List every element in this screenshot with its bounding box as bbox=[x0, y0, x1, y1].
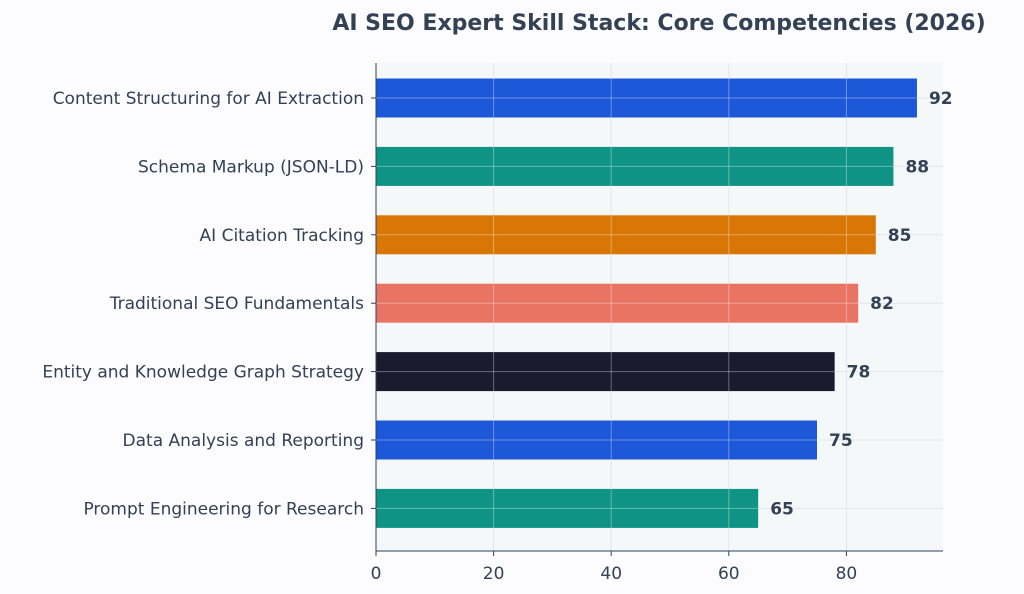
x-tick-label: 0 bbox=[371, 564, 382, 584]
x-tick-label: 40 bbox=[600, 564, 622, 584]
bar bbox=[376, 488, 759, 528]
category-label: Prompt Engineering for Research bbox=[83, 499, 364, 519]
category-label: Entity and Knowledge Graph Strategy bbox=[42, 363, 364, 383]
data-label: 92 bbox=[929, 89, 953, 109]
chart-title: AI SEO Expert Skill Stack: Core Competen… bbox=[332, 11, 985, 36]
bar-grid-overlay bbox=[376, 78, 917, 528]
category-label: Schema Markup (JSON-LD) bbox=[138, 157, 364, 177]
category-label: AI Citation Tracking bbox=[200, 226, 364, 246]
x-tick-label: 20 bbox=[483, 564, 505, 584]
bar bbox=[376, 352, 835, 392]
bar bbox=[376, 146, 894, 186]
data-label: 78 bbox=[847, 363, 871, 383]
category-label: Data Analysis and Reporting bbox=[123, 431, 364, 451]
data-label: 75 bbox=[829, 431, 853, 451]
axes bbox=[371, 63, 943, 556]
category-label: Content Structuring for AI Extraction bbox=[53, 89, 364, 109]
data-label: 85 bbox=[888, 226, 912, 246]
category-label: Traditional SEO Fundamentals bbox=[109, 294, 364, 314]
data-label: 65 bbox=[770, 499, 794, 519]
data-label: 88 bbox=[905, 157, 929, 177]
bar bbox=[376, 420, 817, 460]
labels: 0 20 40 60 80 Content Structuring for AI Extr… bbox=[42, 89, 952, 584]
x-tick-label: 80 bbox=[836, 564, 858, 584]
bars bbox=[376, 78, 917, 528]
bar bbox=[376, 283, 859, 323]
data-label: 82 bbox=[870, 294, 894, 314]
bar bbox=[376, 215, 876, 255]
x-tick-label: 60 bbox=[718, 564, 740, 584]
bar bbox=[376, 78, 917, 118]
